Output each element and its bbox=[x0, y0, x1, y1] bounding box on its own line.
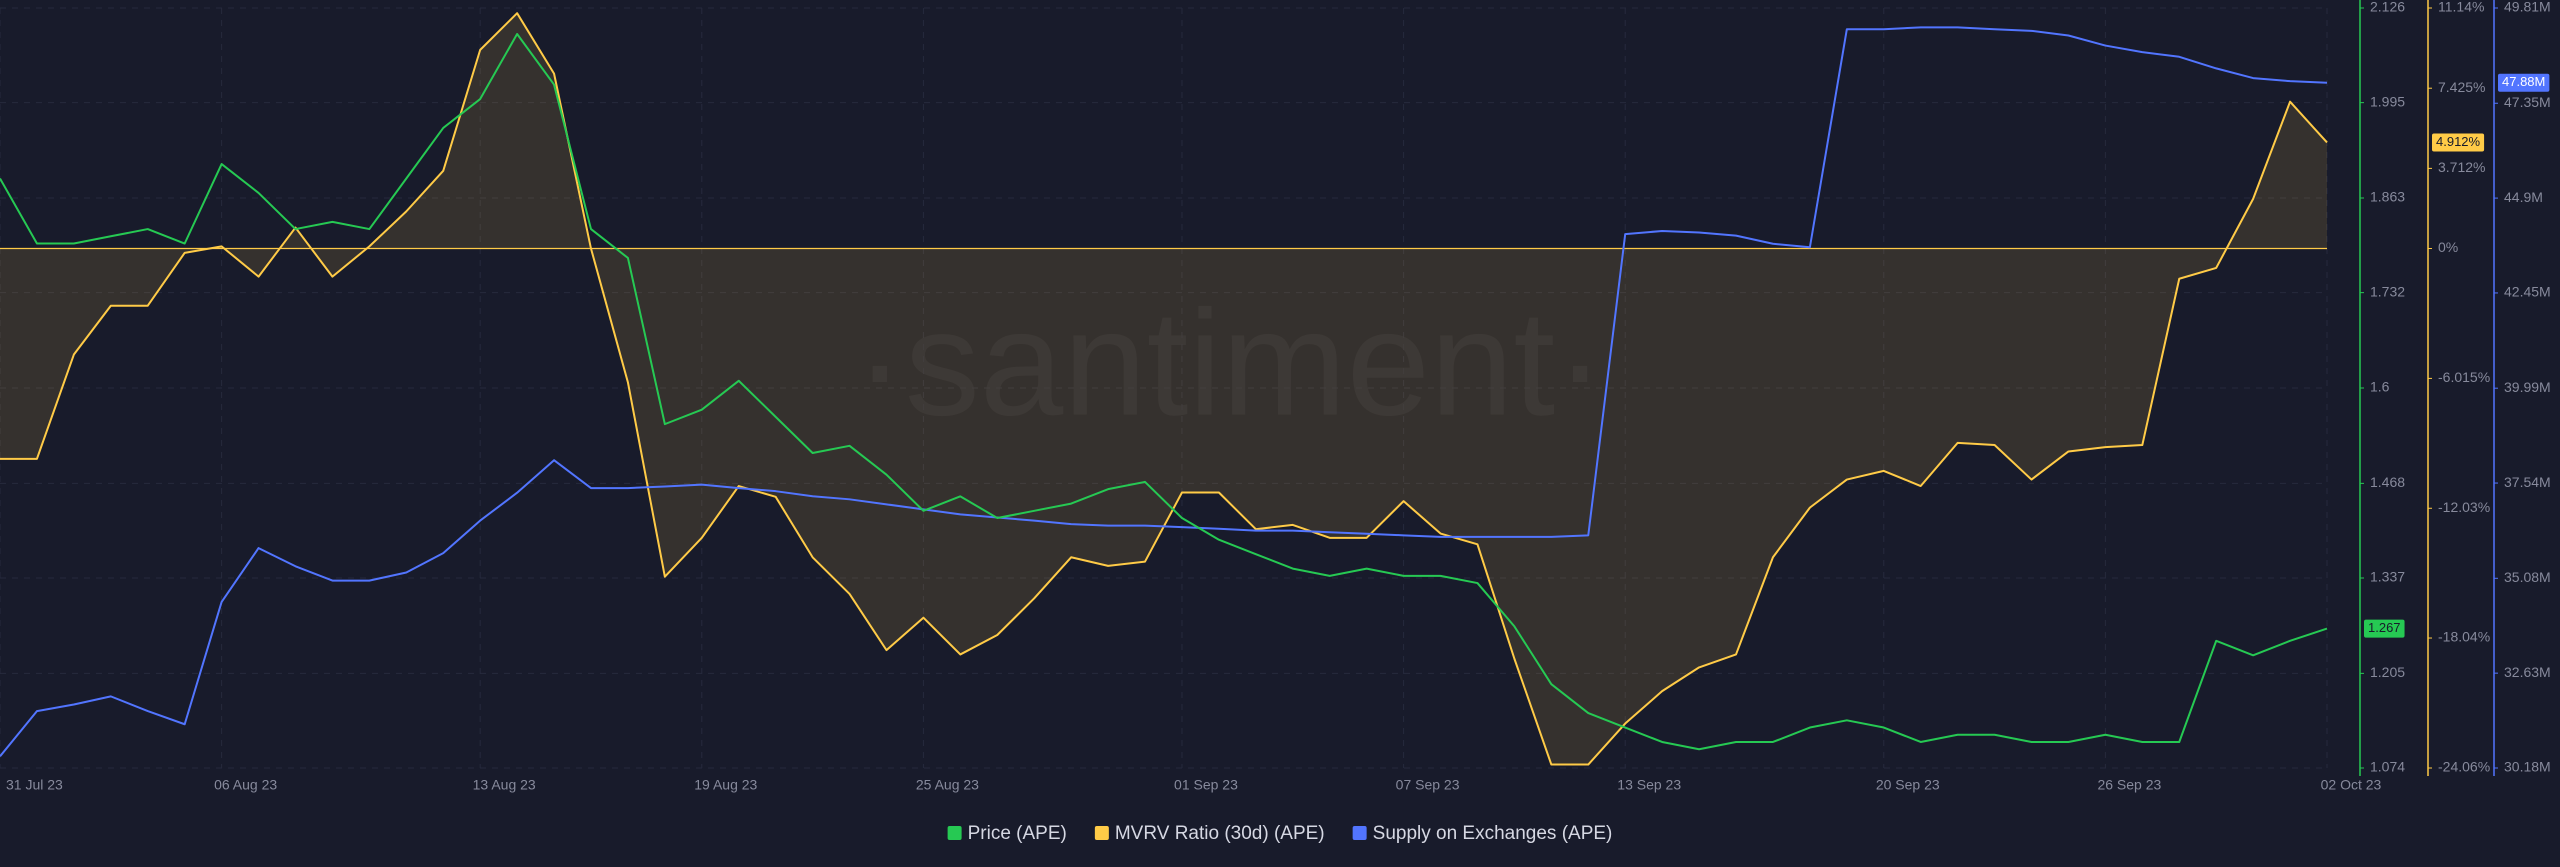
y-tick-label: 35.08M bbox=[2504, 569, 2551, 585]
legend-label: Price (APE) bbox=[968, 823, 1067, 844]
x-tick-label: 13 Sep 23 bbox=[1617, 777, 1681, 793]
y-tick-label: 30.18M bbox=[2504, 759, 2551, 775]
y-tick-label: 2.126 bbox=[2370, 0, 2405, 15]
x-tick-label: 31 Jul 23 bbox=[6, 777, 63, 793]
y-tick-label: 37.54M bbox=[2504, 474, 2551, 490]
legend-label: MVRV Ratio (30d) (APE) bbox=[1115, 823, 1325, 844]
legend: Price (APE) MVRV Ratio (30d) (APE) Supply … bbox=[947, 823, 1613, 844]
y-tick-label: 11.14% bbox=[2438, 0, 2484, 15]
series-line bbox=[0, 33, 2328, 751]
current-value-label: 1.267 bbox=[2368, 620, 2401, 635]
x-tick-label: 13 Aug 23 bbox=[473, 777, 536, 793]
current-value-box bbox=[2498, 73, 2550, 92]
y-tick-label: 42.45M bbox=[2504, 284, 2551, 300]
y-tick-label: 1.6 bbox=[2370, 379, 2390, 395]
y-tick-label: 1.732 bbox=[2370, 283, 2405, 299]
x-tick-label: 01 Sep 23 bbox=[1174, 777, 1238, 793]
current-value-label: 4.912% bbox=[2436, 134, 2481, 149]
y-tick-label: 1.863 bbox=[2370, 189, 2405, 205]
y-tick-label: 3.712% bbox=[2438, 159, 2485, 175]
y-tick-label: -6.015% bbox=[2438, 369, 2490, 385]
x-tick-label: 25 Aug 23 bbox=[916, 777, 979, 793]
legend-label: Supply on Exchanges (APE) bbox=[1373, 823, 1613, 844]
current-value-box bbox=[2432, 133, 2485, 152]
y-tick-label: 1.074 bbox=[2370, 759, 2405, 775]
y-tick-label: 0% bbox=[2438, 239, 2458, 255]
y-tick-label: 49.81M bbox=[2504, 0, 2551, 15]
legend-swatch bbox=[1094, 826, 1109, 840]
current-value-tag: 1.267 bbox=[2364, 619, 2405, 638]
current-value-label: 47.88M bbox=[2502, 74, 2545, 89]
y-tick-label: 39.99M bbox=[2504, 379, 2551, 395]
x-tick-label: 19 Aug 23 bbox=[694, 777, 757, 793]
x-tick-label: 26 Sep 23 bbox=[2097, 777, 2161, 793]
current-value-tag: 47.88M bbox=[2498, 73, 2550, 92]
x-tick-label: 02 Oct 23 bbox=[2321, 777, 2382, 793]
current-value-box bbox=[2364, 619, 2405, 638]
y-tick-label: 47.35M bbox=[2504, 94, 2551, 110]
y-tick-label: 44.9M bbox=[2504, 189, 2543, 205]
legend-swatch bbox=[1352, 826, 1367, 840]
x-tick-label: 06 Aug 23 bbox=[214, 777, 277, 793]
y-tick-label: -18.04% bbox=[2438, 629, 2490, 645]
mvrv-area bbox=[0, 13, 2327, 765]
y-tick-label: 1.205 bbox=[2370, 664, 2405, 680]
y-tick-label: 1.468 bbox=[2370, 474, 2405, 490]
legend-swatch bbox=[947, 826, 962, 840]
y-tick-label: -12.03% bbox=[2438, 499, 2490, 515]
x-tick-label: 07 Sep 23 bbox=[1396, 777, 1460, 793]
watermark: ·santiment· bbox=[855, 279, 1605, 447]
x-tick-label: 20 Sep 23 bbox=[1876, 777, 1940, 793]
y-tick-label: 32.63M bbox=[2504, 664, 2551, 680]
y-tick-label: 7.425% bbox=[2438, 79, 2485, 95]
current-value-tag: 4.912% bbox=[2432, 133, 2485, 152]
y-tick-label: -24.06% bbox=[2438, 759, 2490, 775]
series-line bbox=[0, 26, 2328, 758]
y-tick-label: 1.337 bbox=[2370, 569, 2405, 585]
y-tick-label: 1.995 bbox=[2370, 93, 2405, 109]
